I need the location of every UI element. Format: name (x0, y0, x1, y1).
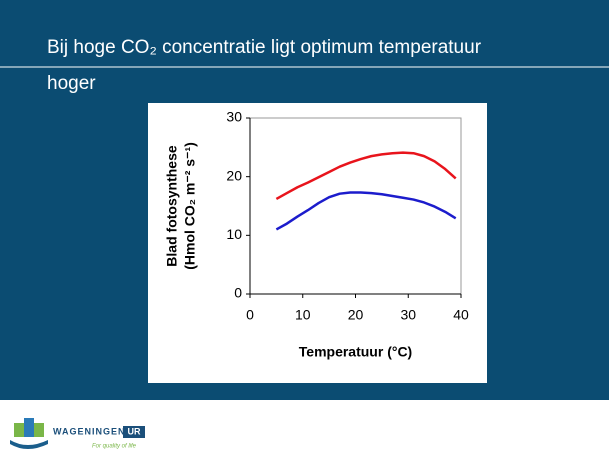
footer-band (0, 400, 609, 461)
x-tick-label: 40 (453, 307, 469, 323)
y-tick-label: 0 (234, 285, 242, 301)
brand-mark-box (123, 426, 145, 438)
series-line (275, 191, 457, 231)
brand-name: WAGENINGEN (53, 426, 126, 436)
logo-block (34, 423, 44, 437)
tagline: For quality of life (92, 444, 137, 450)
slide-title: Bij hoge CO₂ concentratie ligt optimum t… (47, 37, 482, 58)
y-tick-label: 10 (226, 226, 242, 242)
logo-block (24, 418, 34, 437)
chart-panel (148, 103, 487, 383)
brand-mark: UR (128, 426, 141, 436)
x-axis-label: Temperatuur (°C) (299, 344, 412, 360)
y-tick-label: 20 (226, 167, 242, 183)
x-tick-label: 20 (348, 307, 364, 323)
x-tick-label: 0 (246, 307, 254, 323)
series-line (275, 151, 457, 201)
logo-block (14, 423, 24, 437)
y-axis-label: Blad fotosynthese (164, 145, 180, 267)
x-tick-label: 10 (295, 307, 311, 323)
y-tick-label: 30 (226, 109, 242, 125)
y-axis-label: (Hmol CO₂ m⁻² s⁻¹) (182, 142, 198, 270)
chart: 0 10 20 30 0 10 20 30 40 Temperatuur (°C) Blad fot… (164, 109, 469, 360)
logo: WAGENINGEN UR For quality of life (10, 418, 145, 450)
logo-wave (10, 440, 48, 449)
x-tick-label: 30 (400, 307, 416, 323)
slide-title: hoger (47, 73, 96, 94)
